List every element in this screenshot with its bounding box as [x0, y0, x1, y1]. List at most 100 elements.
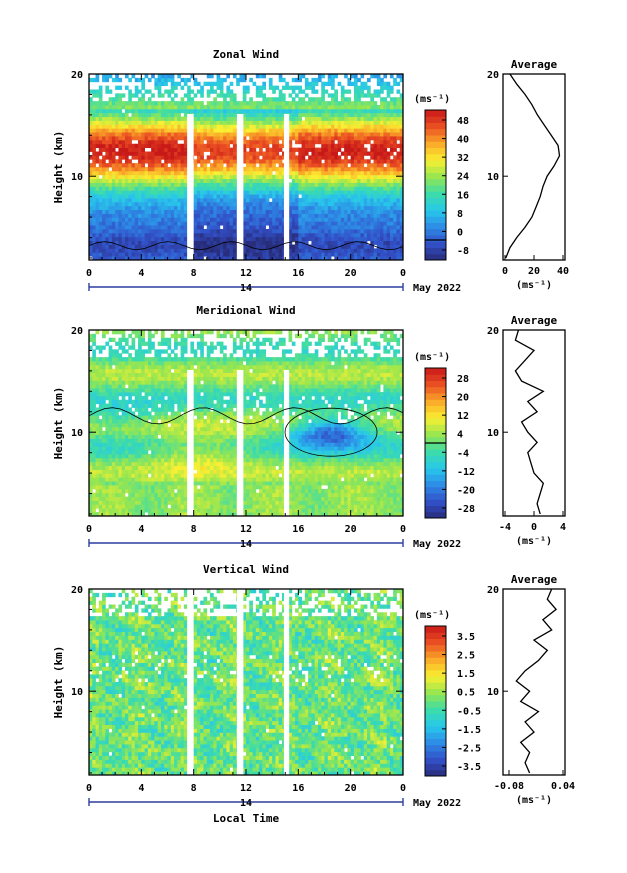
- heatmap-cell: [229, 248, 234, 253]
- heatmap-cell: [278, 167, 283, 172]
- heatmap-cell: [151, 124, 155, 129]
- heatmap-cell: [399, 155, 404, 160]
- heatmap-cell: [95, 120, 100, 125]
- heatmap-cell: [115, 178, 119, 183]
- heatmap-cell: [115, 132, 119, 137]
- heatmap-cell: [102, 229, 106, 234]
- heatmap-cell: [331, 508, 335, 513]
- heatmap-cell: [167, 500, 172, 505]
- heatmap-cell: [170, 77, 175, 83]
- heatmap-cell: [255, 229, 260, 234]
- heatmap-cell: [259, 139, 263, 145]
- heatmap-cell: [219, 492, 224, 498]
- heatmap-cell: [370, 97, 374, 102]
- heatmap-cell: [134, 105, 139, 110]
- heatmap-cell: [164, 512, 168, 517]
- heatmap-cell: [344, 240, 348, 245]
- heatmap-cell: [203, 108, 208, 114]
- heatmap-cell: [151, 256, 155, 261]
- heatmap-cell: [389, 236, 394, 242]
- heatmap-cell: [147, 143, 152, 149]
- heatmap-cell: [95, 159, 100, 164]
- heatmap-cell: [242, 124, 247, 129]
- heatmap-cell: [196, 190, 201, 195]
- heatmap-cell: [89, 186, 93, 191]
- heatmap-cell: [170, 89, 175, 94]
- heatmap-cell: [327, 500, 332, 505]
- heatmap-cell: [141, 198, 145, 203]
- heatmap-cell: [304, 504, 309, 509]
- heatmap-cell: [216, 108, 221, 114]
- heatmap-cell: [180, 77, 185, 83]
- x-tick-label: 16: [292, 268, 304, 279]
- heatmap-cell: [317, 120, 322, 125]
- heatmap-cell: [141, 508, 145, 513]
- heatmap-cell: [376, 248, 381, 253]
- heatmap-cell: [331, 178, 335, 183]
- heatmap-cell: [206, 178, 211, 183]
- heatmap-cell: [206, 508, 211, 513]
- heatmap-cell: [353, 174, 358, 180]
- heatmap-cell: [157, 229, 162, 234]
- heatmap-cell: [111, 201, 116, 207]
- heatmap-cell: [226, 512, 231, 517]
- heatmap-cell: [314, 112, 319, 118]
- heatmap-cell: [344, 159, 348, 164]
- heatmap-cell: [167, 229, 172, 234]
- heatmap-cell: [314, 170, 319, 176]
- heatmap-cell: [164, 492, 168, 498]
- heatmap-cell: [147, 190, 152, 195]
- heatmap-cell: [242, 112, 247, 118]
- heatmap-cell: [337, 108, 342, 114]
- heatmap-cell: [128, 256, 132, 261]
- heatmap-cell: [396, 225, 401, 230]
- heatmap-cell: [242, 198, 247, 203]
- heatmap-cell: [154, 221, 159, 226]
- heatmap-cell: [304, 159, 309, 164]
- heatmap-cell: [219, 496, 224, 501]
- heatmap-cell: [160, 205, 165, 211]
- heatmap-cell: [331, 163, 335, 168]
- heatmap-cell: [167, 124, 172, 129]
- heatmap-cell: [246, 512, 250, 517]
- heatmap-cell: [275, 256, 280, 261]
- heatmap-cell: [193, 194, 198, 199]
- heatmap-cell: [151, 252, 155, 257]
- heatmap-cell: [291, 163, 296, 168]
- heatmap-cell: [249, 143, 253, 149]
- heatmap-cell: [102, 205, 106, 211]
- heatmap-cell: [121, 143, 126, 149]
- heatmap-cell: [219, 108, 224, 114]
- heatmap-cell: [252, 105, 257, 110]
- heatmap-cell: [252, 201, 257, 207]
- heatmap-cell: [138, 194, 142, 199]
- heatmap-cell: [144, 167, 149, 172]
- heatmap-cell: [128, 147, 132, 152]
- heatmap-cell: [229, 116, 234, 121]
- heatmap-cell: [363, 182, 368, 187]
- heatmap-cell: [272, 147, 276, 152]
- heatmap-cell: [376, 143, 381, 149]
- heatmap-cell: [102, 244, 106, 249]
- heatmap-cell: [376, 504, 381, 509]
- heatmap-cell: [118, 136, 123, 141]
- heatmap-cell: [324, 147, 329, 152]
- heatmap-cell: [298, 105, 302, 110]
- heatmap-cell: [373, 112, 378, 118]
- heatmap-cell: [92, 236, 96, 242]
- heatmap-cell: [131, 236, 136, 242]
- heatmap-cell: [295, 93, 299, 98]
- heatmap-cell: [160, 116, 165, 121]
- heatmap-cell: [295, 194, 299, 199]
- heatmap-cell: [383, 256, 388, 261]
- heatmap-cell: [170, 504, 175, 509]
- heatmap-cell: [95, 194, 100, 199]
- heatmap-cell: [278, 252, 283, 257]
- heatmap-cell: [128, 205, 132, 211]
- heatmap-cell: [301, 496, 306, 501]
- heatmap-cell: [147, 201, 152, 207]
- heatmap-cell: [105, 116, 110, 121]
- heatmap-cell: [376, 229, 381, 234]
- heatmap-cell: [281, 512, 286, 517]
- heatmap-cell: [102, 174, 106, 180]
